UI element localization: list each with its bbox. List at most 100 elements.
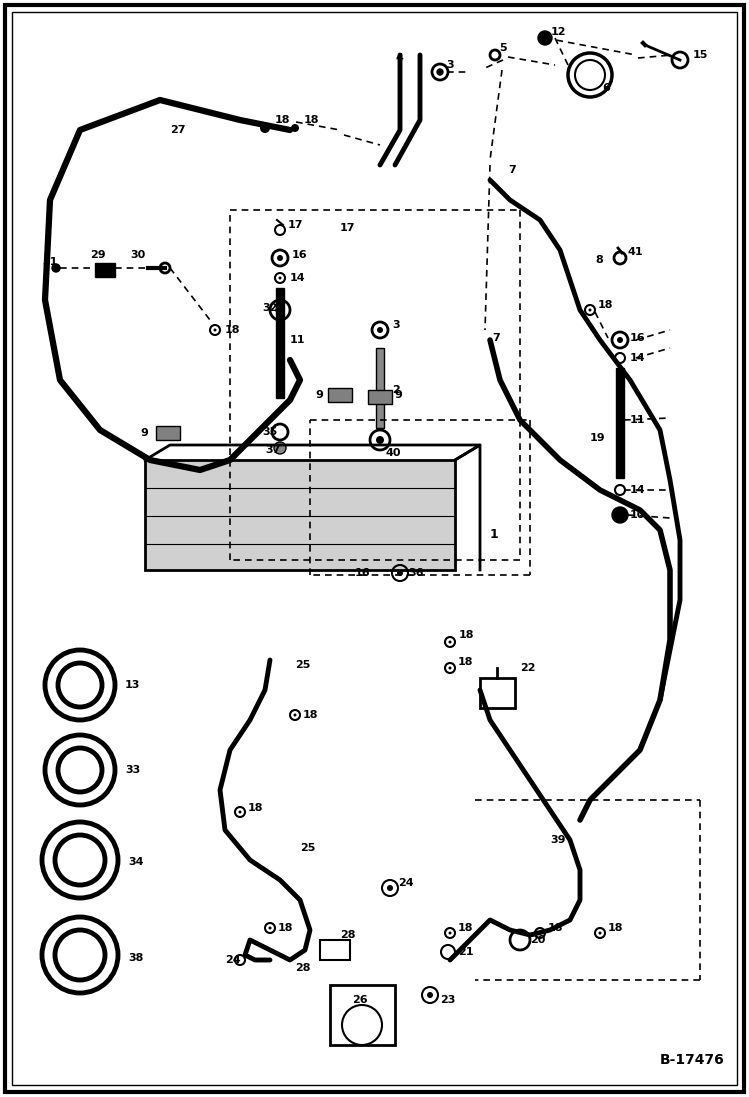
Text: 31: 31 xyxy=(42,257,58,267)
Text: 7: 7 xyxy=(508,165,516,176)
Text: 25: 25 xyxy=(300,842,315,853)
Text: 18: 18 xyxy=(548,923,563,934)
Text: 26: 26 xyxy=(352,995,368,1005)
Bar xyxy=(616,367,624,478)
Text: 7: 7 xyxy=(492,333,500,343)
Text: B-17476: B-17476 xyxy=(660,1053,725,1067)
Text: 28: 28 xyxy=(295,963,311,973)
Text: 3: 3 xyxy=(392,320,400,330)
Circle shape xyxy=(589,308,592,312)
Text: 10: 10 xyxy=(630,510,646,520)
Text: 2: 2 xyxy=(392,385,400,395)
Circle shape xyxy=(397,570,403,576)
Text: 18: 18 xyxy=(248,803,264,813)
Bar xyxy=(330,985,395,1045)
Text: 3: 3 xyxy=(446,60,454,70)
Text: 11: 11 xyxy=(630,415,646,425)
Text: 18: 18 xyxy=(458,657,473,667)
Text: 9: 9 xyxy=(394,391,402,400)
Text: 14: 14 xyxy=(630,353,646,363)
Text: 11: 11 xyxy=(290,335,306,344)
Circle shape xyxy=(449,667,452,669)
Text: 24: 24 xyxy=(225,955,240,965)
Circle shape xyxy=(612,507,628,523)
Bar xyxy=(156,426,180,440)
Text: 18: 18 xyxy=(275,115,291,125)
Circle shape xyxy=(387,885,393,891)
Text: 24: 24 xyxy=(398,878,413,887)
Text: 6: 6 xyxy=(602,83,610,93)
Text: 21: 21 xyxy=(458,947,473,957)
Text: 14: 14 xyxy=(630,485,646,495)
Text: 34: 34 xyxy=(128,857,144,867)
Text: 18: 18 xyxy=(303,710,318,720)
Circle shape xyxy=(294,713,297,716)
Text: 18: 18 xyxy=(304,115,320,125)
Text: 39: 39 xyxy=(550,835,565,845)
Bar xyxy=(320,940,350,960)
Text: 25: 25 xyxy=(295,660,310,670)
Text: 18: 18 xyxy=(459,630,475,640)
Text: 23: 23 xyxy=(440,995,455,1005)
Text: 18: 18 xyxy=(458,923,473,934)
Circle shape xyxy=(277,255,283,261)
Text: 14: 14 xyxy=(290,273,306,283)
Text: 35: 35 xyxy=(262,427,277,437)
Text: 8: 8 xyxy=(595,255,603,265)
Text: 29: 29 xyxy=(90,250,106,260)
Circle shape xyxy=(213,328,216,331)
Text: 17: 17 xyxy=(288,220,303,230)
Circle shape xyxy=(377,327,383,333)
Circle shape xyxy=(437,69,443,75)
Circle shape xyxy=(279,276,282,280)
Text: 18: 18 xyxy=(278,923,294,934)
Text: 18: 18 xyxy=(608,923,623,934)
Circle shape xyxy=(268,927,271,929)
Text: 37: 37 xyxy=(265,445,280,455)
Circle shape xyxy=(238,811,241,814)
Circle shape xyxy=(538,31,552,45)
Circle shape xyxy=(291,124,299,132)
Bar xyxy=(95,263,115,278)
Circle shape xyxy=(52,264,60,272)
Text: 16: 16 xyxy=(630,333,646,343)
Text: 40: 40 xyxy=(385,448,401,459)
Text: 18: 18 xyxy=(225,325,240,335)
Text: 27: 27 xyxy=(170,125,186,135)
Text: 41: 41 xyxy=(628,247,643,257)
Circle shape xyxy=(274,442,286,454)
Text: 5: 5 xyxy=(499,43,506,53)
Text: 9: 9 xyxy=(140,428,148,438)
Text: 20: 20 xyxy=(530,935,545,945)
Text: 28: 28 xyxy=(340,930,356,940)
Text: 32: 32 xyxy=(262,303,277,313)
Text: 9: 9 xyxy=(315,391,323,400)
Circle shape xyxy=(539,931,542,935)
Circle shape xyxy=(427,992,433,998)
Circle shape xyxy=(449,931,452,935)
Bar xyxy=(145,460,455,570)
Text: 22: 22 xyxy=(520,663,536,672)
Text: 15: 15 xyxy=(693,50,709,60)
Text: 36: 36 xyxy=(408,568,423,578)
Bar xyxy=(328,388,352,402)
Text: 33: 33 xyxy=(125,765,140,774)
Bar xyxy=(276,289,284,398)
Text: 30: 30 xyxy=(130,250,145,260)
Text: 19: 19 xyxy=(590,433,606,443)
Text: 18: 18 xyxy=(598,299,613,310)
Text: 17: 17 xyxy=(340,223,356,233)
Text: 16: 16 xyxy=(355,568,371,578)
Text: 12: 12 xyxy=(551,27,566,37)
Text: 13: 13 xyxy=(125,680,140,690)
Circle shape xyxy=(617,337,623,343)
Text: 4: 4 xyxy=(395,53,403,63)
Bar xyxy=(480,678,515,708)
Text: 38: 38 xyxy=(128,953,143,963)
Circle shape xyxy=(260,123,270,133)
Bar xyxy=(368,391,392,404)
Circle shape xyxy=(598,931,601,935)
Circle shape xyxy=(449,641,452,644)
Text: 1: 1 xyxy=(490,529,499,542)
Circle shape xyxy=(376,436,384,444)
